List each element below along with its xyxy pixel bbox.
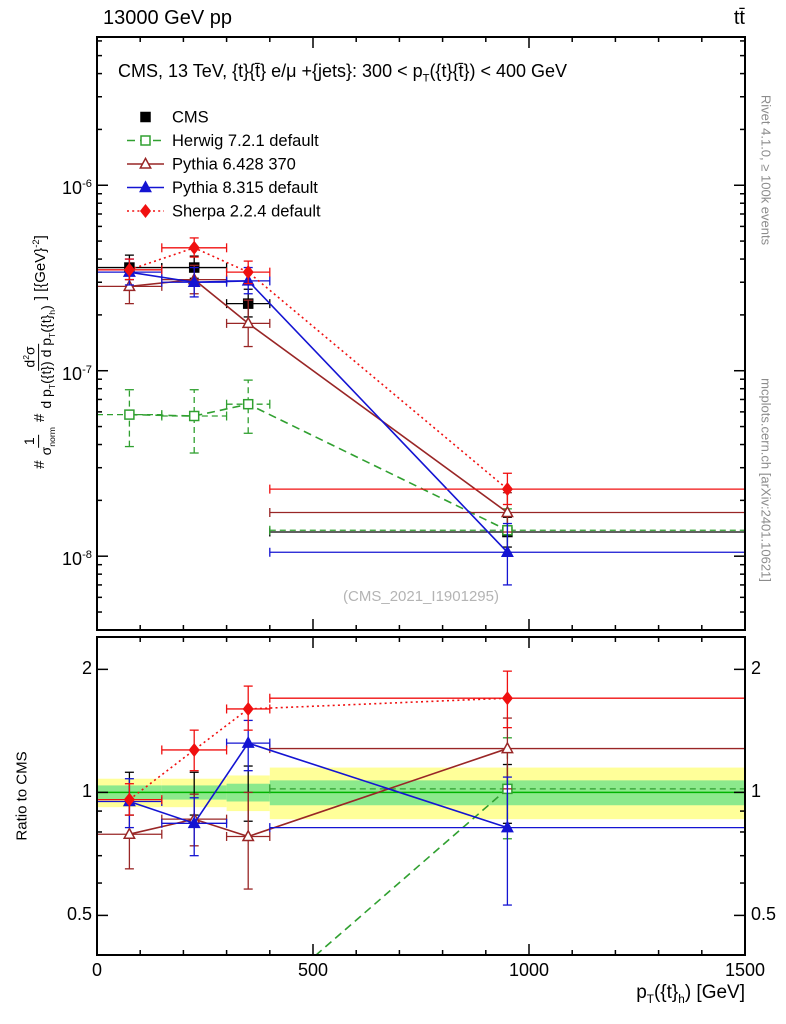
triangle-marker <box>241 829 255 842</box>
diamond-marker <box>501 482 513 497</box>
collision-energy-title: 13000 GeV pp <box>103 7 232 29</box>
main-y-tick-label: 10-7 <box>62 363 92 384</box>
triangle-marker <box>139 180 152 193</box>
series-line <box>129 742 508 829</box>
ratio-y-tick-label-right: 2 <box>751 658 762 679</box>
square-marker <box>188 410 200 422</box>
series-line <box>129 246 508 490</box>
x-tick-label: 1000 <box>508 960 550 980</box>
diamond-marker <box>501 691 513 706</box>
diamond-marker <box>188 240 200 255</box>
diamond-marker <box>242 701 254 716</box>
square-marker <box>140 111 151 123</box>
triangle-marker <box>500 545 514 558</box>
axis-ticks <box>96 37 746 955</box>
diamond-marker <box>242 265 254 280</box>
square-marker <box>242 398 254 410</box>
x-tick-label: 0 <box>91 960 102 980</box>
y-axis-title-text: # <box>31 413 49 423</box>
legend-label: Sherpa 2.2.4 default <box>172 203 321 221</box>
series-line <box>129 271 508 553</box>
ratio-y-tick-label-left: 0.5 <box>66 904 92 925</box>
rivet-version-caption: Rivet 4.1.0, ≥ 100k events <box>758 94 774 246</box>
square-marker <box>124 409 135 420</box>
legend-label: Pythia 6.428 370 <box>172 156 296 174</box>
legend-item-cms: CMS <box>140 109 209 127</box>
diamond-marker <box>123 262 135 277</box>
y-axis-title-main: #1 σnorm # d2σ d pT({t}) d pT({t}h) ] [{GeV}-… <box>21 235 58 469</box>
fraction: 1 σnorm <box>21 427 57 456</box>
series-line <box>129 403 508 531</box>
series-line <box>314 788 508 955</box>
triangle-marker <box>139 156 152 169</box>
legend-item-herwig: Herwig 7.2.1 default <box>127 132 319 150</box>
x-axis-title: pT({t}h) [GeV] <box>636 982 745 1006</box>
ratio-y-tick-label-right: 1 <box>751 781 762 802</box>
series-line <box>129 278 508 514</box>
herwig-main-series <box>97 379 745 553</box>
y-axis-title-text: ] [{GeV}-2] <box>31 235 49 301</box>
fraction: d2σ d pT({t}) d pT({t}h) <box>21 305 58 409</box>
mcplots-arxiv-caption: mcplots.cern.ch [arXiv:2401.10621] <box>758 378 774 582</box>
legend-label: Pythia 8.315 default <box>172 179 318 197</box>
triangle-marker <box>500 820 514 833</box>
series-line <box>128 697 508 801</box>
sherpa-main-series <box>97 237 745 506</box>
triangle-marker <box>122 827 136 839</box>
observable-title: CMS, 13 TeV, {t}{t̄} e/μ +{jets}: 300 < … <box>118 61 568 85</box>
main-y-tick-label: 10-8 <box>62 549 92 570</box>
triangle-marker <box>500 741 514 754</box>
diamond-marker <box>139 203 152 219</box>
ratio-y-tick-label-left: 1 <box>81 781 92 802</box>
triangle-marker <box>500 505 514 518</box>
sherpa-ratio-series <box>97 670 745 816</box>
legend: CMS Herwig 7.2.1 default Pythia 6.428 370 P… <box>127 109 321 221</box>
plot-frames <box>96 36 746 956</box>
square-marker <box>140 135 151 146</box>
x-tick-label: 500 <box>297 960 329 980</box>
process-title: tt̄ <box>733 7 745 29</box>
triangle-marker <box>187 275 201 287</box>
triangle-marker <box>241 735 255 748</box>
legend-label: CMS <box>172 109 209 127</box>
diamond-marker <box>188 742 200 757</box>
square-marker <box>244 1009 253 1018</box>
legend-item-pythia8: Pythia 8.315 default <box>127 179 318 197</box>
legend-item-sherpa: Sherpa 2.2.4 default <box>127 203 321 221</box>
diamond-marker <box>123 792 135 807</box>
ratio-y-tick-label-right: 0.5 <box>751 904 777 925</box>
triangle-marker <box>187 816 201 829</box>
analysis-watermark: (CMS_2021_I1901295) <box>343 588 499 605</box>
legend-item-pythia6: Pythia 6.428 370 <box>127 156 296 174</box>
y-axis-title-ratio: Ratio to CMS <box>13 751 31 841</box>
y-axis-title-text: # <box>31 460 49 469</box>
x-tick-label: 1500 <box>724 960 766 980</box>
main-y-tick-label: 10-6 <box>62 178 92 199</box>
ratio-y-tick-label-left: 2 <box>81 658 92 679</box>
legend-label: Herwig 7.2.1 default <box>172 132 319 150</box>
triangle-marker <box>241 316 255 329</box>
